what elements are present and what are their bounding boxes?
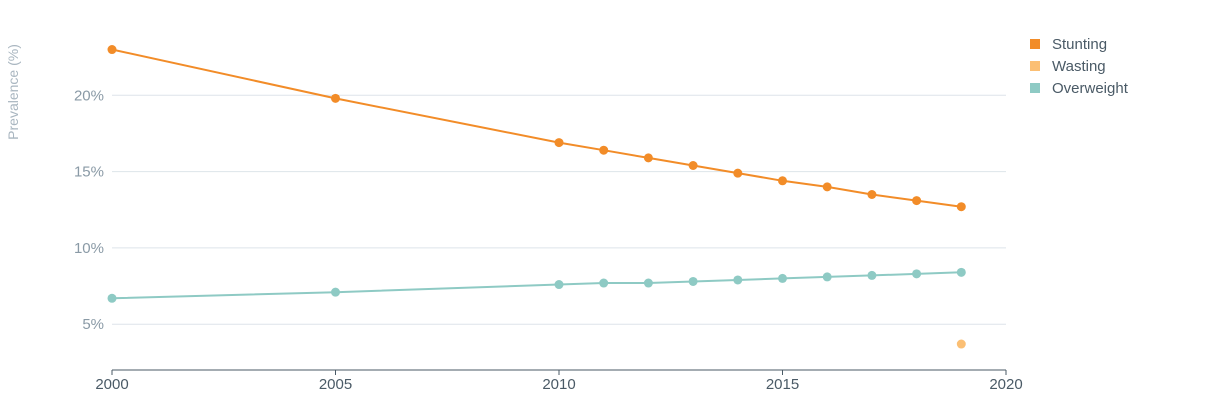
overweight-point[interactable] [733,275,743,285]
x-tick-label: 2005 [319,376,352,393]
legend-swatch [1030,61,1040,71]
overweight-point[interactable] [822,272,832,282]
y-tick-label: 10% [74,240,104,257]
series-overweight [107,267,966,303]
y-tick-label: 15% [74,164,104,181]
legend-label: Overweight [1052,79,1128,97]
overweight-line [111,271,962,300]
stunting-point[interactable] [867,190,877,199]
overweight-point[interactable] [912,269,922,279]
legend-item-stunting[interactable]: Stunting [1030,33,1128,55]
x-tick-label: 2010 [542,376,575,393]
x-tick-label: 2000 [95,376,128,393]
stunting-point[interactable] [778,176,787,186]
stunting-point[interactable] [912,196,922,206]
overweight-point[interactable] [867,270,877,280]
gridlines: 5% 10% 15% 20% [74,87,1006,333]
overweight-point[interactable] [107,293,117,303]
legend-swatch [1030,39,1040,49]
series-wasting [956,339,966,349]
series-stunting [107,45,966,212]
overweight-point[interactable] [956,267,966,277]
axes: 2000 2005 2010 2015 2020 [95,369,1023,393]
series-layer [107,45,966,349]
legend: Stunting Wasting Overweight [1030,33,1128,99]
legend-item-overweight[interactable]: Overweight [1030,77,1128,99]
stunting-point[interactable] [107,45,117,55]
y-tick-label: 20% [74,87,104,104]
legend-item-wasting[interactable]: Wasting [1030,55,1128,77]
y-tick-label: 5% [82,316,104,333]
legend-label: Wasting [1052,57,1106,75]
overweight-point[interactable] [599,278,609,288]
stunting-point[interactable] [331,93,340,103]
wasting-point[interactable] [956,339,966,349]
y-axis-label: Prevalence (%) [5,44,21,140]
legend-label: Stunting [1052,35,1108,53]
stunting-point[interactable] [688,161,698,171]
overweight-point[interactable] [778,273,787,283]
legend-swatch [1030,83,1040,93]
x-tick-label: 2015 [766,376,799,393]
stunting-point[interactable] [956,202,966,212]
stunting-point[interactable] [822,182,832,192]
stunting-point[interactable] [643,153,653,163]
overweight-point[interactable] [688,276,698,286]
stunting-point[interactable] [733,168,743,178]
x-tick-label: 2020 [989,376,1022,393]
overweight-point[interactable] [331,287,340,297]
stunting-point[interactable] [599,145,609,155]
stunting-line [111,48,962,208]
overweight-point[interactable] [643,278,653,288]
stunting-point[interactable] [554,138,564,148]
overweight-point[interactable] [554,280,564,290]
